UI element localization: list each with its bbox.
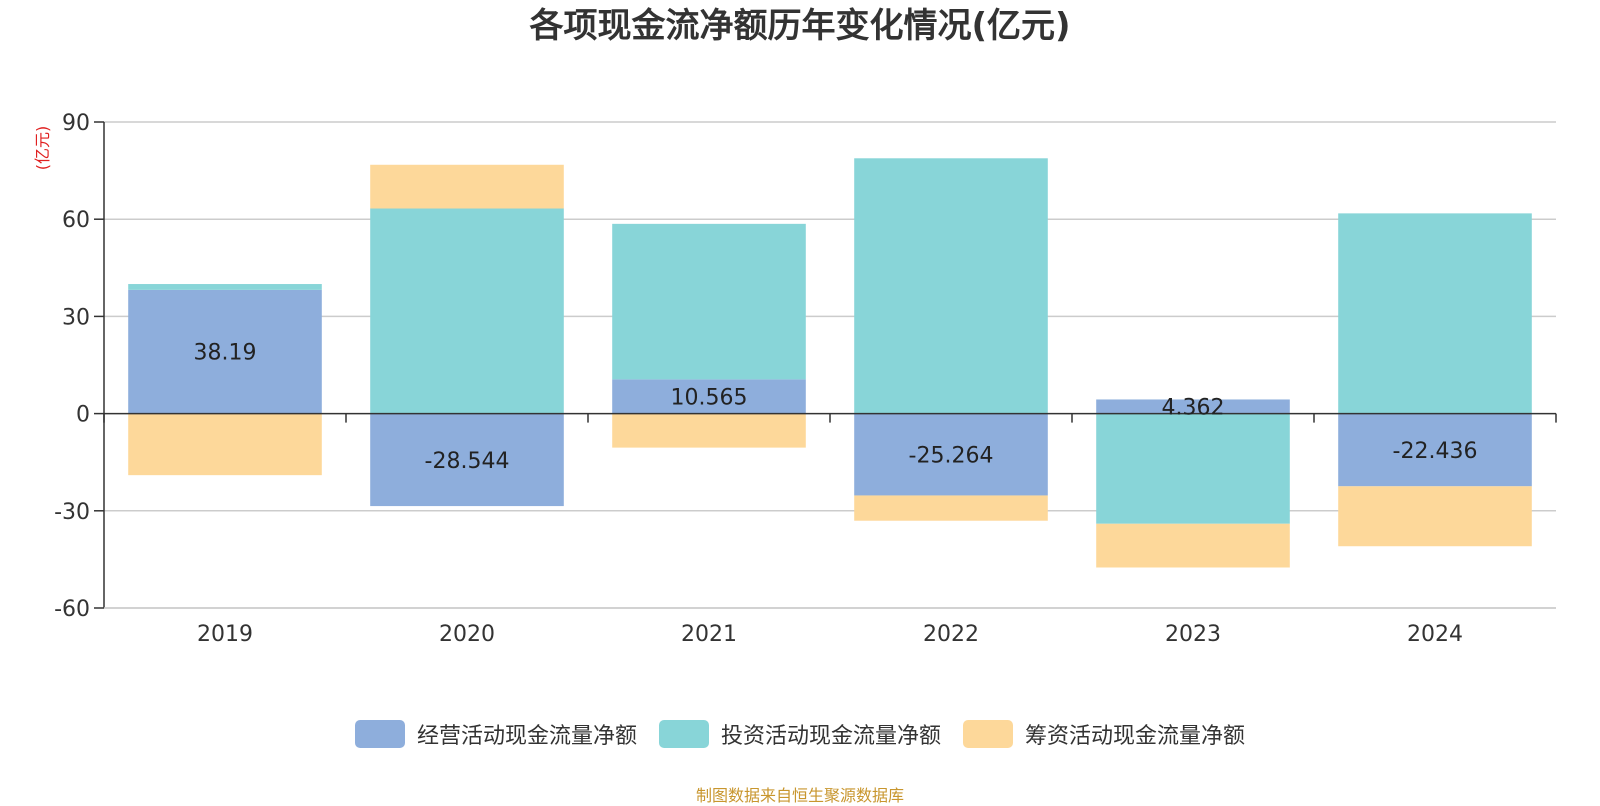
y-tick-label: 0 (76, 403, 90, 428)
chart-legend: 经营活动现金流量净额 投资活动现金流量净额 筹资活动现金流量净额 (0, 718, 1600, 750)
x-tick-label-2021: 2021 (681, 622, 737, 647)
y-tick-label: 60 (62, 208, 90, 233)
data-label-2019: 38.19 (194, 341, 257, 366)
legend-item-3[interactable]: 筹资活动现金流量净额 (963, 718, 1245, 750)
x-tick-label-2023: 2023 (1165, 622, 1221, 647)
legend-swatch (963, 720, 1013, 748)
bar-segment-3-2024 (1338, 486, 1532, 547)
bar-segment-2-2023 (1096, 413, 1290, 524)
y-axis-label: (亿元) (33, 126, 52, 171)
y-tick-label: -60 (54, 597, 90, 622)
data-label-2022: -25.264 (909, 444, 994, 469)
bar-segment-3-2019 (128, 413, 322, 476)
bar-segment-3-2022 (854, 495, 1048, 521)
bar-segment-2-2022 (854, 158, 1048, 414)
y-tick-label: -30 (54, 500, 90, 525)
bar-segment-1-2023 (1096, 399, 1290, 414)
y-tick-label: 30 (62, 305, 90, 330)
bar-segment-1-2022 (854, 413, 1048, 496)
bar-segment-2-2020 (370, 208, 564, 414)
legend-swatch (658, 720, 709, 748)
bar-segment-2-2024 (1338, 213, 1532, 414)
bar-segment-3-2021 (612, 413, 806, 448)
bar-segment-1-2021 (612, 379, 806, 414)
bar-segment-1-2024 (1338, 413, 1532, 487)
bar-segment-2-2021 (612, 223, 806, 380)
stacked-bar-chart: 90 60 30 0 -30 -60 (亿元) 2019 2020 2021 2022 2023 202… (33, 111, 1557, 647)
bar-segment-2-2019 (128, 284, 322, 290)
x-tick-label-2019: 2019 (197, 622, 253, 647)
y-tick-label: 90 (62, 111, 90, 136)
legend-label: 筹资活动现金流量净额 (1025, 724, 1246, 749)
x-tick-label-2024: 2024 (1407, 622, 1463, 647)
legend-item-1[interactable]: 经营活动现金流量净额 (354, 718, 637, 750)
bar-segment-1-2019 (128, 289, 322, 414)
data-label-2021: 10.565 (671, 385, 748, 410)
data-label-2020: -28.544 (425, 449, 510, 474)
legend-label: 投资活动现金流量净额 (720, 724, 941, 749)
x-tick-label-2020: 2020 (439, 622, 495, 647)
legend-swatch (354, 720, 405, 748)
legend-label: 经营活动现金流量净额 (416, 724, 637, 749)
bar-segment-1-2020 (370, 413, 564, 507)
data-source-note: 制图数据来自恒生聚源数据库 (695, 786, 904, 805)
bar-segment-3-2023 (1096, 523, 1290, 568)
chart-title: 各项现金流净额历年变化情况(亿元) (529, 6, 1071, 46)
legend-item-2[interactable]: 投资活动现金流量净额 (658, 718, 941, 750)
data-label-2024: -22.436 (1393, 439, 1478, 464)
bar-segment-3-2020 (370, 164, 564, 209)
data-label-2023: 4.362 (1162, 396, 1225, 421)
x-tick-label-2022: 2022 (923, 622, 979, 647)
